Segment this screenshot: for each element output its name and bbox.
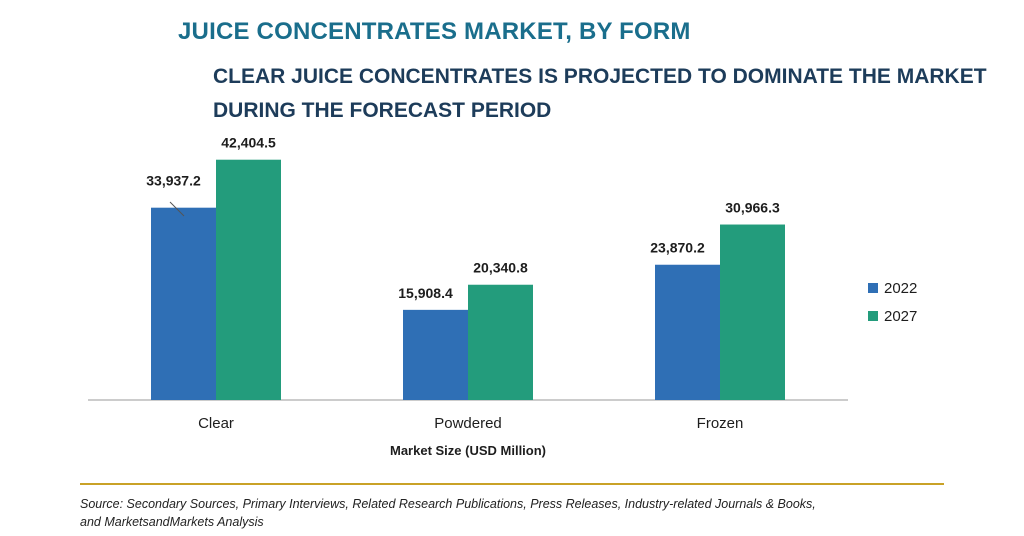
data-label-frozen-2027: 30,966.3 <box>725 200 780 216</box>
data-label-clear-2022: 33,937.2 <box>146 173 201 189</box>
chart-title: JUICE CONCENTRATES MARKET, BY FORM <box>178 18 691 45</box>
chart-subtitle: CLEAR JUICE CONCENTRATES IS PROJECTED TO… <box>213 60 987 128</box>
legend-label-2022: 2022 <box>884 279 918 297</box>
data-label-powdered-2022: 15,908.4 <box>398 285 453 301</box>
bar-clear-2022 <box>151 207 216 400</box>
source-line-1: Source: Secondary Sources, Primary Inter… <box>80 497 816 511</box>
legend-label-2027: 2027 <box>884 307 918 325</box>
x-tick-label-powdered: Powdered <box>434 415 502 432</box>
legend-swatch-2027 <box>868 311 878 321</box>
x-tick-label-clear: Clear <box>198 415 234 432</box>
label-leader-line <box>169 201 185 217</box>
bar-powdered-2027 <box>468 284 533 400</box>
source-divider <box>80 483 944 485</box>
source-line-2: and MarketsandMarkets Analysis <box>80 515 264 529</box>
legend-item-2022: 2022 <box>868 274 917 302</box>
bar-powdered-2022 <box>403 309 468 400</box>
data-label-powdered-2027: 20,340.8 <box>473 260 528 276</box>
bar-frozen-2027 <box>720 224 785 400</box>
bar-clear-2027 <box>216 159 281 400</box>
legend: 2022 2027 <box>868 274 917 330</box>
subtitle-line-2: DURING THE FORECAST PERIOD <box>213 99 552 122</box>
x-axis-title: Market Size (USD Million) <box>390 443 546 458</box>
source-note: Source: Secondary Sources, Primary Inter… <box>80 495 960 531</box>
subtitle-line-1: CLEAR JUICE CONCENTRATES IS PROJECTED TO… <box>213 65 987 88</box>
legend-item-2027: 2027 <box>868 302 917 330</box>
bar-frozen-2022 <box>655 264 720 400</box>
legend-swatch-2022 <box>868 283 878 293</box>
data-label-clear-2027: 42,404.5 <box>221 135 276 151</box>
x-tick-label-frozen: Frozen <box>697 415 744 432</box>
data-label-frozen-2022: 23,870.2 <box>650 240 705 256</box>
